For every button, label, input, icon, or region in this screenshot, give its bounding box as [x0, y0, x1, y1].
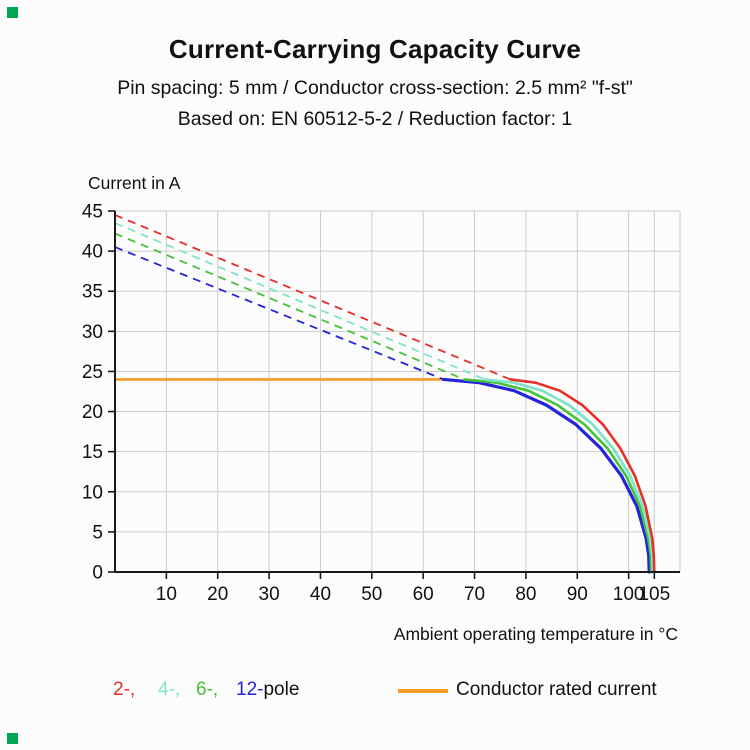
svg-text:15: 15: [82, 442, 103, 463]
svg-text:10: 10: [82, 482, 103, 503]
svg-text:80: 80: [515, 584, 536, 605]
svg-text:70: 70: [464, 584, 485, 605]
legend-pole-6: 6-,: [196, 679, 219, 700]
svg-text:30: 30: [82, 322, 103, 343]
legend-pole-12: 12-pole: [236, 679, 299, 701]
svg-text:90: 90: [567, 584, 588, 605]
svg-text:20: 20: [82, 402, 103, 423]
subtitle-pin-spacing: Pin spacing: 5 mm / Conductor cross-sect…: [117, 77, 633, 99]
svg-text:40: 40: [82, 242, 103, 263]
svg-text:20: 20: [207, 584, 228, 605]
rated-current-line-swatch: [398, 689, 448, 693]
y-axis-title: Current in A: [88, 173, 181, 193]
svg-text:10: 10: [156, 584, 177, 605]
subtitle-standard: Based on: EN 60512-5-2 / Reduction facto…: [177, 108, 573, 130]
x-axis-title: Ambient operating temperature in °C: [393, 624, 678, 644]
legend-pole-4: 4-,: [158, 679, 181, 700]
svg-text:30: 30: [259, 584, 280, 605]
legend-pole-2: 2-,: [113, 679, 136, 700]
svg-text:40: 40: [310, 584, 331, 605]
rated-current-label: Conductor rated current: [456, 679, 657, 700]
svg-text:35: 35: [82, 282, 103, 303]
svg-text:25: 25: [82, 362, 103, 383]
brand-square-bottom-left: [7, 733, 18, 744]
svg-text:50: 50: [361, 584, 382, 605]
legend-pole-suffix: pole: [263, 679, 300, 700]
legend-pole-12-number: 12-: [236, 679, 264, 700]
svg-text:60: 60: [413, 584, 434, 605]
svg-text:100: 100: [613, 584, 645, 605]
svg-text:45: 45: [82, 202, 103, 223]
page-title: Current-Carrying Capacity Curve: [168, 34, 582, 64]
chart-legend: 2-, 4-, 6-, 12-pole Conductor rated curr…: [0, 679, 750, 705]
svg-text:0: 0: [92, 563, 103, 584]
svg-text:5: 5: [92, 522, 103, 543]
brand-square-top-left: [7, 7, 18, 18]
svg-text:105: 105: [638, 584, 670, 605]
